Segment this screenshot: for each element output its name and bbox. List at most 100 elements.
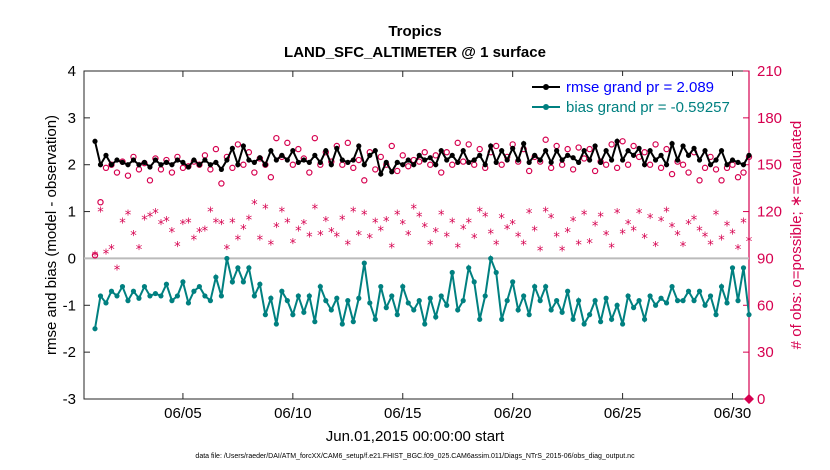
- obs-evaluated-marker: *: [520, 238, 527, 253]
- obs-possible-marker: [591, 167, 599, 175]
- bias-point: [482, 293, 488, 299]
- obs-evaluated-marker: *: [108, 243, 115, 258]
- rmse-point: [180, 159, 186, 165]
- bias-point: [334, 295, 340, 301]
- obs-possible-marker: [476, 145, 483, 153]
- obs-evaluated-marker: *: [603, 229, 610, 244]
- rmse-point: [196, 162, 203, 168]
- obs-evaluated-marker: *: [92, 249, 99, 264]
- obs-possible-marker: [652, 141, 659, 148]
- obs-possible-marker: [712, 166, 720, 173]
- obs-possible-marker: [427, 161, 434, 168]
- obs-evaluated-marker: *: [103, 248, 110, 263]
- obs-evaluated-marker: *: [471, 232, 478, 247]
- obs-possible-marker: [361, 177, 368, 184]
- bias-point: [405, 300, 411, 306]
- obs-evaluated-marker: *: [125, 209, 132, 224]
- obs-evaluated-marker: *: [454, 241, 461, 256]
- obs-possible-marker: [646, 161, 654, 168]
- obs-evaluated-marker: *: [498, 212, 505, 227]
- rmse-point: [235, 162, 241, 168]
- rmse-point: [229, 145, 235, 151]
- chart-title: Tropics: [388, 23, 441, 40]
- bias-point: [207, 298, 214, 304]
- rmse-point: [345, 159, 351, 165]
- bias-point: [147, 293, 153, 299]
- obs-possible-marker: [168, 169, 176, 176]
- obs-evaluated-marker: *: [625, 218, 632, 233]
- obs-evaluated-marker: *: [564, 226, 571, 241]
- rmse-point: [609, 157, 615, 163]
- obs-evaluated-marker: *: [680, 240, 687, 255]
- rmse-point: [510, 145, 516, 151]
- bias-point: [229, 279, 235, 285]
- obs-possible-marker: [547, 164, 555, 172]
- obs-evaluated-marker: *: [312, 202, 319, 217]
- obs-evaluated-marker: *: [669, 221, 676, 236]
- obs-evaluated-marker: *: [240, 223, 247, 238]
- bias-point: [587, 312, 593, 318]
- obs-evaluated-marker: *: [614, 207, 621, 222]
- bias-point: [543, 283, 549, 290]
- obs-evaluated-marker: *: [537, 245, 544, 260]
- bias-point: [224, 255, 230, 262]
- rmse-point: [740, 162, 747, 168]
- obs-evaluated-marker: *: [185, 217, 192, 232]
- x-tick-label: 06/10: [274, 405, 312, 422]
- obs-evaluated-marker: *: [647, 212, 654, 227]
- bias-point: [218, 293, 224, 299]
- obs-evaluated-marker: *: [597, 210, 604, 225]
- obs-evaluated-marker: *: [746, 235, 753, 250]
- rmse-point: [185, 164, 192, 170]
- bias-point: [658, 295, 664, 301]
- rmse-point: [576, 159, 582, 165]
- obs-possible-marker: [696, 177, 703, 184]
- rmse-point: [449, 152, 455, 158]
- bias-point: [647, 293, 653, 299]
- rmse-point: [729, 157, 736, 163]
- obs-evaluated-marker: *: [339, 213, 346, 228]
- obs-evaluated-marker: *: [213, 217, 220, 232]
- rmse-point: [570, 155, 576, 161]
- rmse-point: [273, 157, 279, 163]
- obs-evaluated-marker: *: [581, 209, 588, 224]
- obs-possible-marker: [685, 169, 692, 176]
- obs-evaluated-marker: *: [515, 231, 522, 246]
- y2-tick-label: 30: [757, 344, 774, 361]
- obs-evaluated-marker: *: [147, 210, 154, 225]
- bias-point: [378, 283, 384, 290]
- rmse-point: [630, 152, 637, 158]
- rmse-point: [312, 152, 318, 158]
- obs-possible-marker: [443, 149, 450, 156]
- obs-evaluated-marker: *: [542, 206, 549, 221]
- rmse-point: [543, 148, 549, 154]
- obs-evaluated-marker: *: [224, 243, 231, 258]
- rmse-point: [746, 152, 752, 158]
- bias-point: [328, 307, 334, 313]
- rmse-point: [224, 157, 230, 163]
- rmse-point: [103, 152, 109, 158]
- rmse-point: [378, 171, 384, 177]
- obs-evaluated-marker: *: [531, 224, 538, 239]
- obs-possible-marker: [701, 164, 709, 172]
- obs-evaluated-marker: *: [284, 217, 291, 232]
- obs-evaluated-marker: *: [592, 220, 599, 235]
- bias-point: [130, 288, 137, 294]
- rmse-point: [268, 148, 274, 154]
- obs-possible-marker: [498, 161, 505, 168]
- bias-point: [652, 302, 659, 308]
- obs-evaluated-marker: *: [246, 213, 253, 228]
- rmse-point: [158, 162, 164, 168]
- bias-point: [323, 298, 329, 304]
- bias-point: [691, 298, 697, 304]
- rmse-point: [565, 152, 571, 158]
- bias-point: [235, 265, 241, 271]
- y-tick-label: -1: [63, 297, 76, 314]
- bias-point: [273, 321, 279, 327]
- obs-possible-marker: [267, 174, 275, 181]
- obs-possible-marker: [613, 164, 621, 172]
- bias-point: [724, 300, 730, 306]
- bias-point: [488, 255, 494, 262]
- obs-evaluated-marker: *: [416, 210, 423, 225]
- y2-tick-label: 90: [757, 250, 774, 267]
